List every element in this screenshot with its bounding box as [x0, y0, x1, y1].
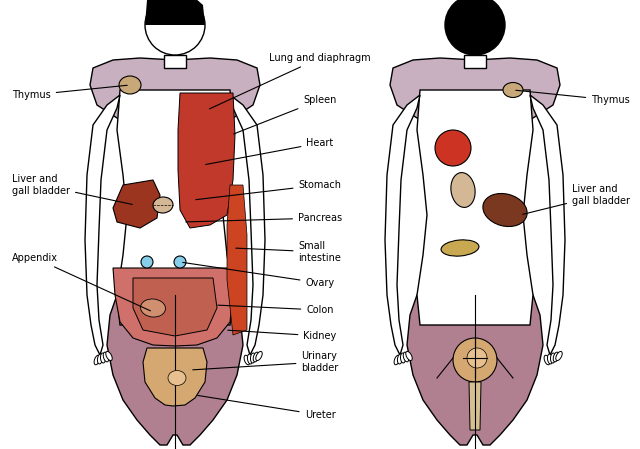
Text: Ovary: Ovary: [183, 262, 335, 288]
Polygon shape: [390, 58, 560, 128]
Polygon shape: [107, 295, 243, 445]
Polygon shape: [143, 348, 207, 406]
Ellipse shape: [394, 355, 400, 365]
Circle shape: [174, 256, 186, 268]
Polygon shape: [90, 58, 260, 128]
Ellipse shape: [483, 194, 527, 226]
Text: Small
intestine: Small intestine: [236, 241, 341, 263]
Polygon shape: [113, 268, 233, 346]
Text: Thymus: Thymus: [516, 90, 630, 105]
Ellipse shape: [100, 353, 106, 363]
Ellipse shape: [406, 352, 412, 361]
Text: Appendix: Appendix: [12, 253, 150, 311]
Polygon shape: [417, 90, 533, 325]
Ellipse shape: [94, 355, 100, 365]
Polygon shape: [113, 180, 160, 228]
Polygon shape: [407, 295, 543, 445]
Polygon shape: [230, 95, 265, 355]
Ellipse shape: [106, 352, 112, 361]
Ellipse shape: [253, 352, 259, 362]
Polygon shape: [464, 55, 486, 68]
Polygon shape: [117, 90, 233, 325]
Ellipse shape: [441, 240, 479, 256]
Ellipse shape: [97, 354, 102, 364]
Ellipse shape: [103, 352, 109, 362]
Polygon shape: [133, 278, 217, 336]
Ellipse shape: [119, 76, 141, 94]
Ellipse shape: [397, 354, 403, 364]
Polygon shape: [530, 95, 565, 355]
Ellipse shape: [168, 370, 186, 386]
Text: Thymus: Thymus: [12, 85, 127, 100]
Ellipse shape: [503, 83, 523, 97]
Ellipse shape: [141, 299, 166, 317]
Ellipse shape: [553, 352, 559, 362]
Text: Spleen: Spleen: [234, 95, 337, 134]
Text: Heart: Heart: [205, 138, 333, 164]
Text: Ureter: Ureter: [198, 396, 335, 420]
Ellipse shape: [248, 354, 253, 364]
Text: Liver and
gall bladder: Liver and gall bladder: [12, 174, 132, 204]
Text: Kidney: Kidney: [228, 330, 337, 341]
Polygon shape: [385, 95, 420, 355]
Circle shape: [445, 0, 505, 55]
Ellipse shape: [256, 352, 262, 361]
Text: Colon: Colon: [218, 305, 333, 315]
Circle shape: [467, 348, 487, 368]
Text: Pancreas: Pancreas: [186, 213, 342, 223]
Text: Liver and
gall bladder: Liver and gall bladder: [523, 184, 630, 214]
Circle shape: [145, 0, 205, 55]
Ellipse shape: [556, 352, 562, 361]
Text: Stomach: Stomach: [196, 180, 342, 200]
Ellipse shape: [250, 353, 255, 363]
Polygon shape: [164, 55, 186, 68]
Text: Lung and diaphragm: Lung and diaphragm: [209, 53, 371, 109]
Polygon shape: [227, 185, 247, 335]
Circle shape: [435, 130, 471, 166]
Circle shape: [141, 256, 153, 268]
Ellipse shape: [544, 355, 550, 365]
Text: Urinary
bladder: Urinary bladder: [193, 351, 339, 373]
Ellipse shape: [403, 352, 409, 362]
Polygon shape: [85, 95, 120, 355]
Polygon shape: [145, 0, 205, 25]
Ellipse shape: [244, 355, 250, 365]
Ellipse shape: [451, 172, 475, 207]
Ellipse shape: [153, 197, 173, 213]
Polygon shape: [178, 93, 235, 228]
Ellipse shape: [550, 353, 556, 363]
Circle shape: [453, 338, 497, 382]
Polygon shape: [469, 382, 481, 430]
Ellipse shape: [547, 354, 552, 364]
Ellipse shape: [401, 353, 406, 363]
